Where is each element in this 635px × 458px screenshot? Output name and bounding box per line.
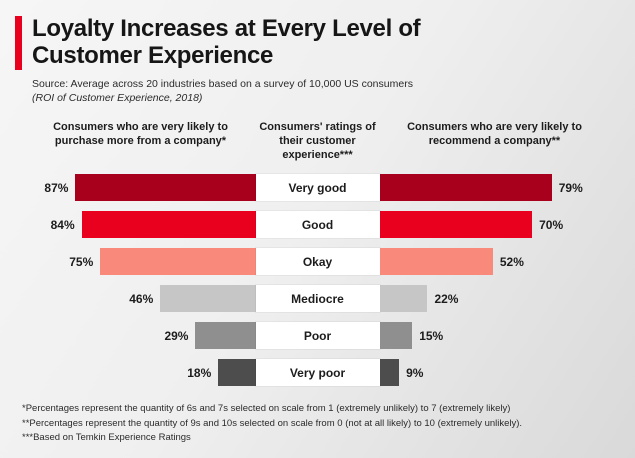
left-bar [160,285,256,313]
rating-label-box: Good [255,211,380,239]
left-bar [100,248,256,276]
rating-label-box: Poor [255,322,380,350]
right-percentage: 70% [539,217,564,232]
left-bar [75,174,256,202]
right-bar [379,211,533,239]
rating-label-box: Mediocre [255,285,380,313]
right-bar-zone: 15% [379,322,610,350]
rating-label: Okay [302,254,333,269]
rating-label-box: Very poor [255,359,380,387]
right-percentage: 22% [434,291,459,306]
butterfly-chart: Consumers who are very likely to purchas… [0,121,635,387]
right-bar-zone: 70% [379,211,610,239]
column-headers: Consumers who are very likely to purchas… [0,121,635,162]
left-bar [81,211,256,239]
footnote-2: **Percentages represent the quantity of … [22,417,523,429]
footnote-3: ***Based on Temkin Experience Ratings [22,431,191,443]
right-bar [379,359,400,387]
page-title: Loyalty Increases at Every Level of Cust… [32,15,421,69]
chart-row: 18% Very poor 9% [0,359,635,387]
right-bar-zone: 52% [379,248,610,276]
chart-row: 87% Very good 79% [0,174,635,202]
right-percentage: 9% [406,365,424,380]
left-bar-zone: 18% [26,359,256,387]
left-percentage: 75% [69,254,94,269]
rating-label-box: Okay [255,248,380,276]
right-bar [379,174,552,202]
left-bar-zone: 46% [26,285,256,313]
right-bar-zone: 79% [379,174,610,202]
left-percentage: 46% [129,291,154,306]
right-bar [379,322,413,350]
red-accent-bar [15,16,22,70]
chart-rows: 87% Very good 79% 84% Good [0,174,635,387]
left-bar-zone: 75% [26,248,256,276]
left-percentage: 18% [187,365,212,380]
chart-row: 84% Good 70% [0,211,635,239]
right-percentage: 79% [558,180,583,195]
footnote-1: *Percentages represent the quantity of 6… [22,403,511,415]
rating-label: Poor [303,328,332,343]
right-bar-zone: 9% [379,359,610,387]
column-header-left: Consumers who are very likely to purchas… [53,121,228,147]
chart-row: 29% Poor 15% [0,322,635,350]
left-percentage: 87% [44,180,69,195]
left-bar-zone: 84% [26,211,256,239]
right-bar [379,285,428,313]
rating-label: Very good [288,180,347,195]
left-percentage: 29% [164,328,189,343]
footnotes: *Percentages represent the quantity of 6… [22,402,635,445]
left-bar-zone: 29% [26,322,256,350]
rating-label: Very poor [289,365,346,380]
right-bar-zone: 22% [379,285,610,313]
rating-label: Mediocre [291,291,344,306]
left-bar-zone: 87% [26,174,256,202]
chart-row: 75% Okay 52% [0,248,635,276]
chart-row: 46% Mediocre 22% [0,285,635,313]
rating-label-box: Very good [255,174,380,202]
rating-label: Good [301,217,334,232]
right-percentage: 15% [419,328,444,343]
title-block: Loyalty Increases at Every Level of Cust… [15,15,635,70]
left-bar [218,359,256,387]
left-bar [195,322,256,350]
left-percentage: 84% [50,217,75,232]
source-line-1: Source: Average across 20 industries bas… [32,77,413,90]
column-header-center: Consumers' ratings of their customer exp… [259,121,376,161]
right-percentage: 52% [499,254,524,269]
source-note: Source: Average across 20 industries bas… [32,77,635,105]
column-header-right: Consumers who are very likely to recomme… [407,121,582,147]
right-bar [379,248,493,276]
source-line-2: (ROI of Customer Experience, 2018) [32,91,203,104]
